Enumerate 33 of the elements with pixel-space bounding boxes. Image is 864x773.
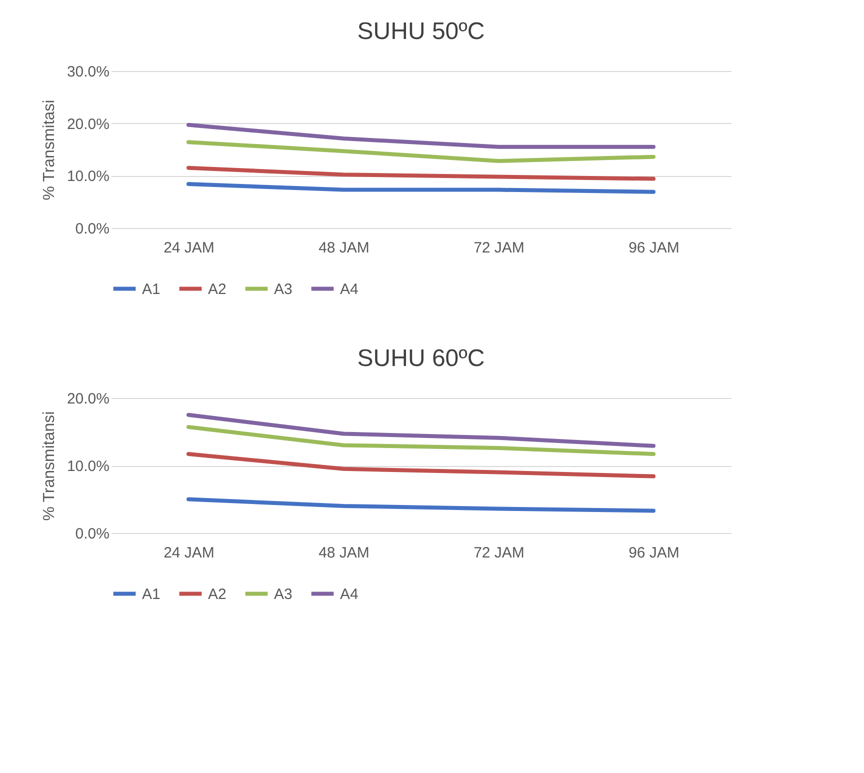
y-tick-label: 10.0% — [66, 168, 110, 186]
x-tick-label: 24 JAM — [164, 544, 214, 562]
line-series — [186, 412, 656, 448]
x-tick-label: 72 JAM — [474, 544, 524, 562]
y-axis-title: % Transmitansi — [40, 411, 58, 521]
legend-label: A3 — [274, 280, 292, 298]
chart-title: SUHU 50ºC — [357, 18, 485, 45]
legend-label: A4 — [340, 586, 358, 603]
line-series — [186, 166, 656, 181]
line-series — [186, 425, 656, 456]
chart-title: SUHU 60ºC — [357, 345, 485, 372]
y-tick-label: 0.0% — [75, 220, 110, 238]
x-tick-label: 96 JAM — [628, 544, 680, 562]
x-tick-label: 48 JAM — [318, 544, 370, 562]
legend-label: A1 — [142, 586, 160, 603]
y-axis-title: % Transmitasi — [40, 100, 58, 200]
y-tick-label: 30.0% — [66, 64, 110, 80]
x-tick-label: 24 JAM — [164, 240, 214, 256]
x-tick-label: 96 JAM — [628, 240, 680, 256]
x-tick-label: 48 JAM — [318, 240, 370, 256]
legend-label: A2 — [208, 280, 226, 298]
line-series — [186, 497, 656, 513]
line-series — [186, 452, 656, 478]
y-tick-label: 20.0% — [66, 116, 110, 133]
y-tick-label: 20.0% — [66, 390, 110, 408]
y-tick-label: 0.0% — [75, 526, 110, 542]
x-tick-label: 72 JAM — [474, 240, 524, 256]
legend-label: A1 — [142, 280, 160, 298]
legend-label: A3 — [274, 586, 292, 603]
legend-label: A2 — [208, 586, 226, 603]
legend-label: A4 — [340, 280, 358, 298]
y-tick-label: 10.0% — [66, 458, 110, 475]
line-series — [186, 140, 656, 164]
